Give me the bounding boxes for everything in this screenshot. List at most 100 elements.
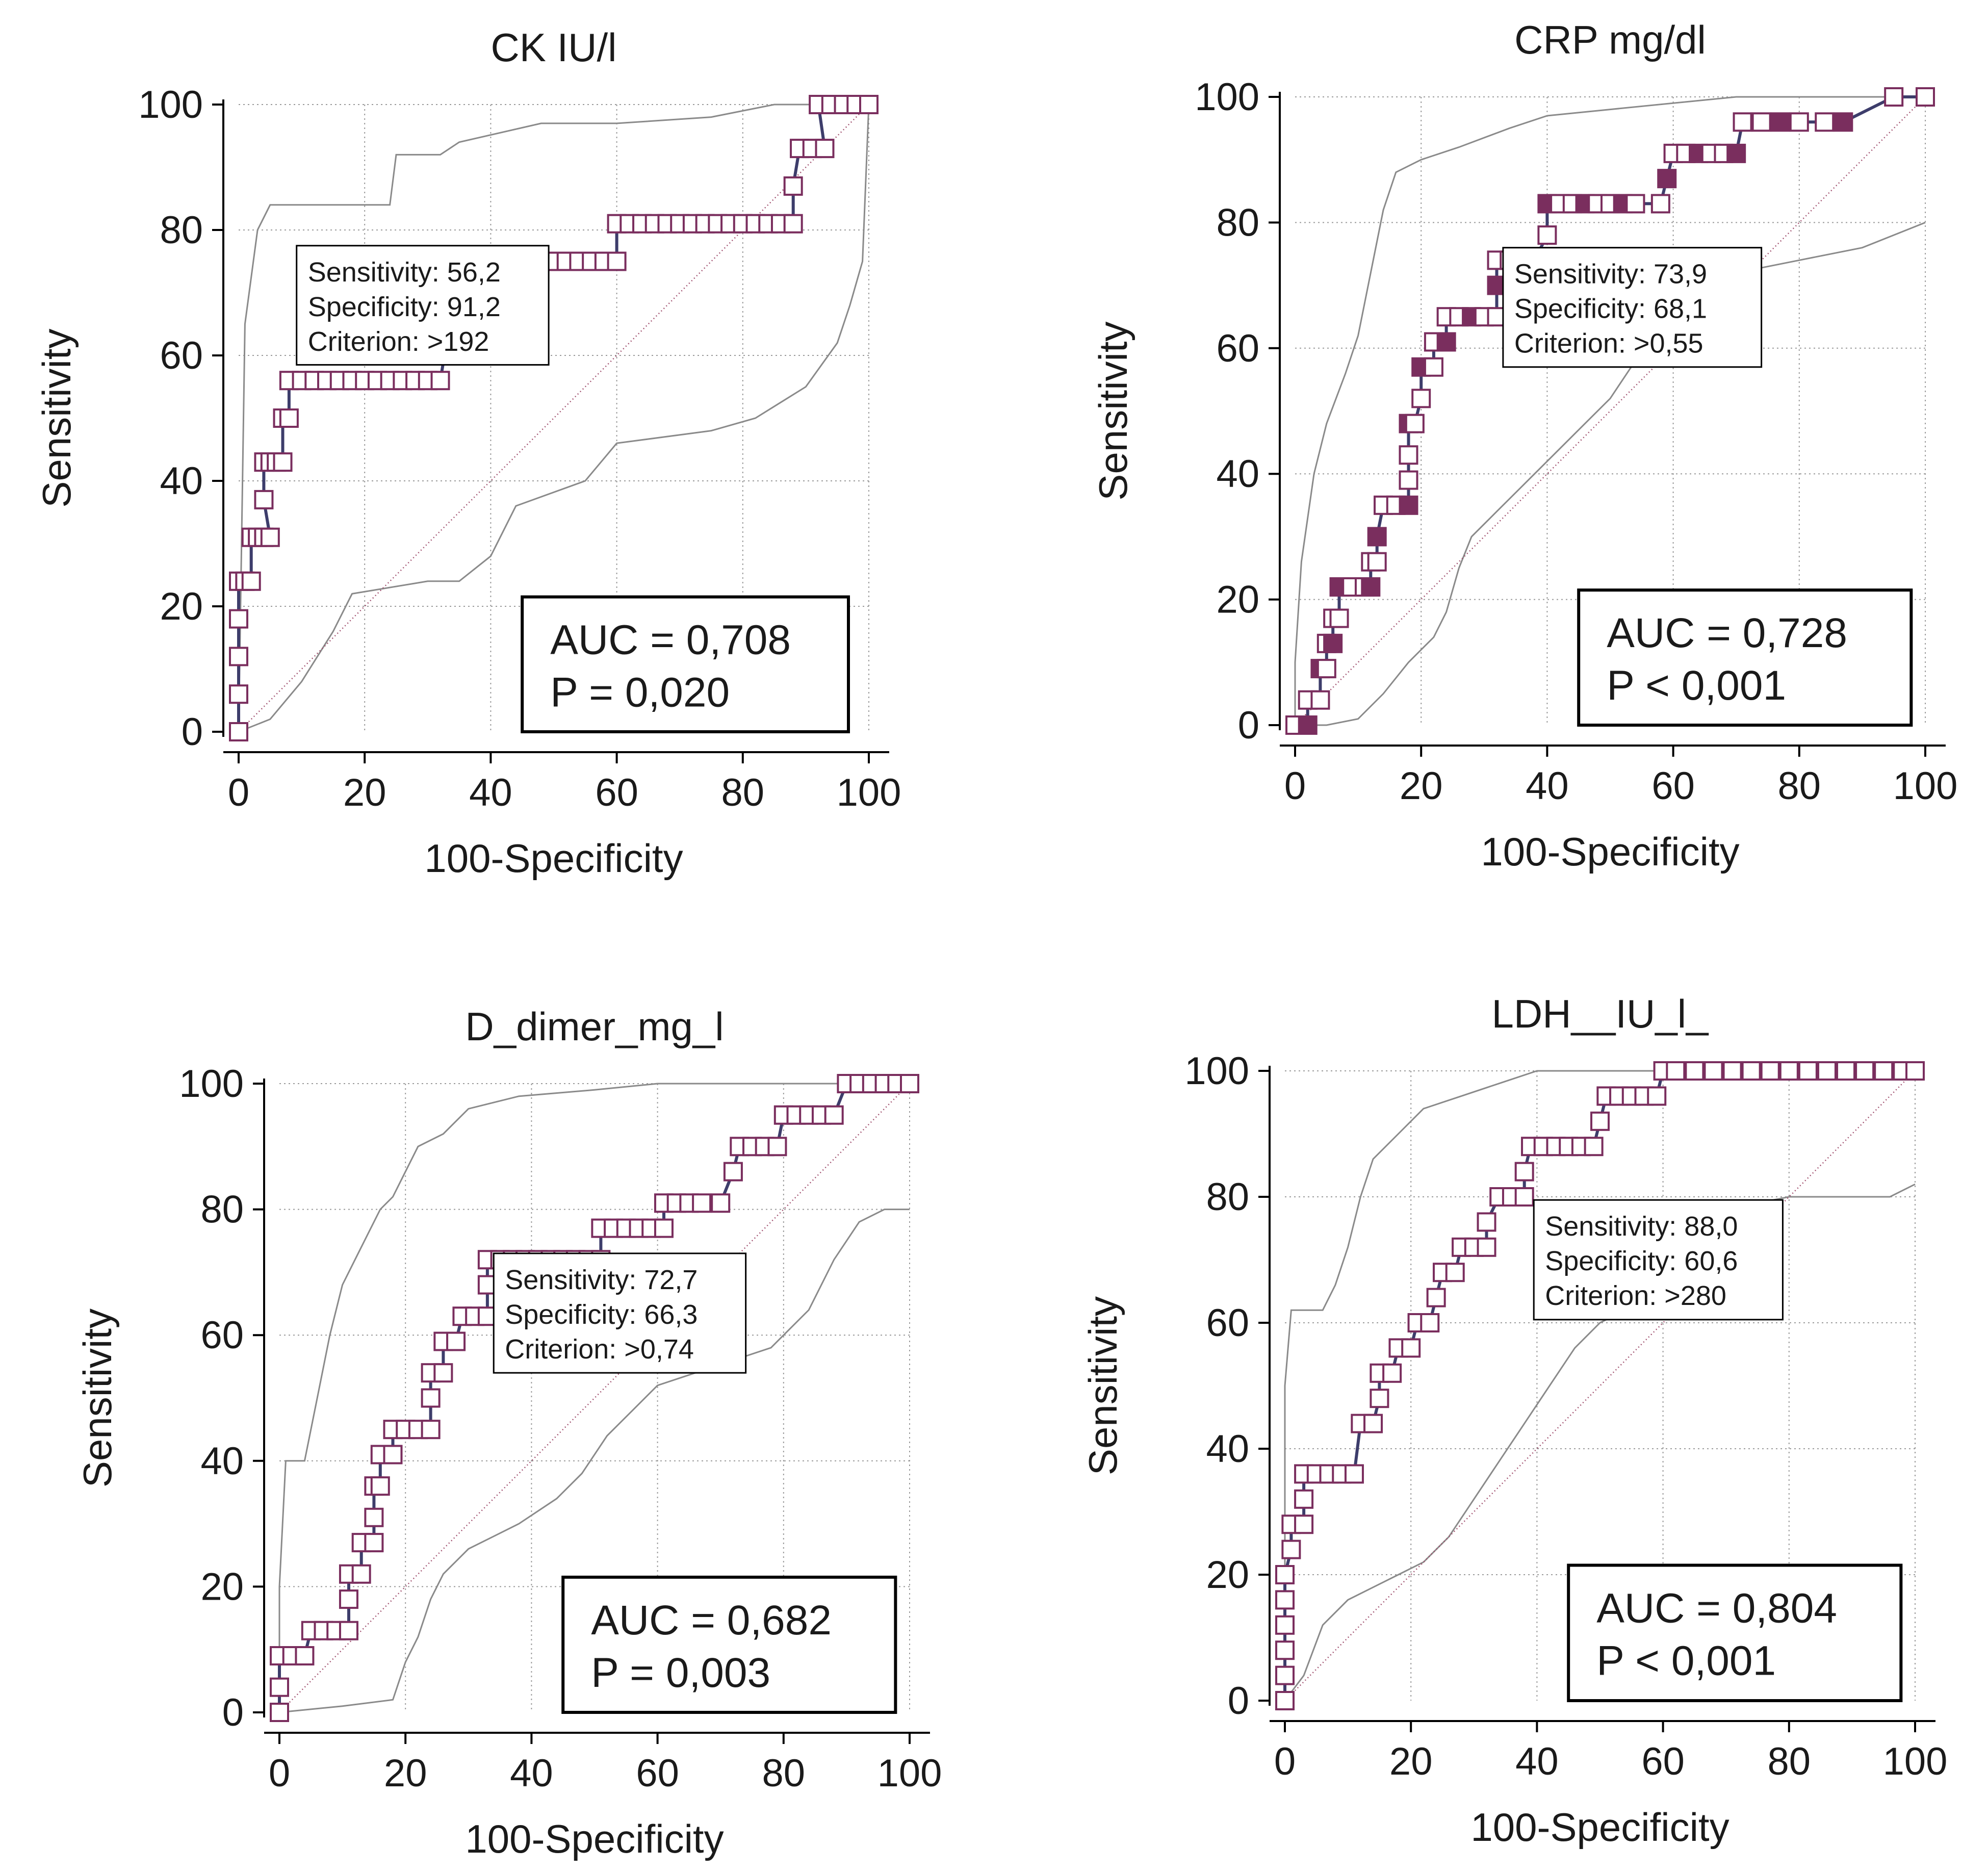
roc-point-marker <box>1916 87 1935 107</box>
roc-point-marker <box>351 1564 371 1584</box>
roc-point-marker <box>260 527 280 547</box>
roc-markers <box>1285 87 1935 735</box>
roc-point-marker <box>1741 1061 1761 1081</box>
roc-point-marker <box>1789 112 1809 132</box>
p-value: P < 0,001 <box>1607 662 1786 709</box>
x-axis-label: 100-Specificity <box>424 836 683 881</box>
roc-point-marker <box>370 1476 390 1496</box>
roc-point-marker <box>229 609 248 629</box>
roc-point-marker <box>295 1646 315 1666</box>
roc-point-marker <box>1815 112 1835 132</box>
stats-box-frame <box>561 1575 897 1714</box>
y-tick-label: 60 <box>1206 1301 1249 1345</box>
roc-point-marker <box>229 722 248 741</box>
roc-point-marker <box>900 1074 919 1093</box>
roc-point-marker <box>1426 1288 1446 1307</box>
info-box-frame <box>296 245 550 366</box>
roc-point-marker <box>1367 527 1387 547</box>
roc-point-marker <box>1399 445 1418 465</box>
roc-point-marker <box>1399 495 1418 515</box>
roc-point-marker <box>433 1363 453 1383</box>
reference-diagonal-line <box>1284 1070 1916 1701</box>
roc-point-marker <box>1874 1061 1894 1081</box>
x-tick-label: 0 <box>228 771 249 814</box>
auc-value: AUC = 0,708 <box>550 617 791 663</box>
roc-point-marker <box>1647 1086 1667 1106</box>
chart-title: LDH__IU_l_ <box>1492 991 1710 1036</box>
info-box-frame <box>1502 247 1763 368</box>
info-box-frame <box>493 1252 747 1374</box>
roc-point-marker <box>1703 1061 1723 1081</box>
confidence-band-line <box>1294 96 1925 725</box>
y-axis-label: Sensitivity <box>34 328 79 507</box>
roc-point-marker <box>1726 143 1746 163</box>
roc-point-marker <box>790 139 810 159</box>
confidence-band-line <box>238 104 869 732</box>
x-tick-label: 80 <box>762 1752 806 1795</box>
roc-point-marker <box>1836 1061 1856 1081</box>
x-tick-label: 60 <box>636 1752 679 1795</box>
y-tick-label: 100 <box>179 1062 244 1106</box>
y-axis-label: Sensitivity <box>1091 321 1135 500</box>
criterion-info-box: Sensitivity: 73,9 Specificity: 68,1 Criter… <box>1502 247 1763 368</box>
auc-value: AUC = 0,728 <box>1607 610 1847 656</box>
roc-point-marker <box>421 1388 441 1408</box>
chart-title: CK IU/l <box>490 25 616 70</box>
roc-point-marker <box>607 251 627 271</box>
roc-point-marker <box>1770 112 1790 132</box>
roc-point-marker <box>1666 1061 1686 1081</box>
y-tick-label: 0 <box>1228 1679 1249 1723</box>
x-tick-label: 20 <box>1389 1740 1433 1783</box>
roc-point-marker <box>273 452 293 472</box>
x-tick-label: 0 <box>1284 764 1306 808</box>
y-tick-label: 40 <box>1216 452 1259 496</box>
roc-point-marker <box>1401 1338 1421 1358</box>
axes: 00 20 20 40 40 60 60 80 80 100 100 100-Specificity S… <box>1091 75 1957 874</box>
roc-point-marker <box>711 1193 731 1213</box>
roc-point-marker <box>1584 1137 1604 1157</box>
roc-point-marker <box>270 1703 289 1722</box>
x-tick-label: 40 <box>1515 1740 1559 1783</box>
info-box-frame <box>1533 1199 1784 1321</box>
grid-lines <box>239 104 869 732</box>
y-axis-label: Sensitivity <box>75 1308 120 1487</box>
roc-point-marker <box>229 647 248 666</box>
roc-point-marker <box>1310 690 1330 710</box>
y-tick-label: 80 <box>1206 1175 1249 1219</box>
roc-point-marker <box>1344 1464 1364 1484</box>
x-tick-label: 60 <box>595 771 638 814</box>
roc-point-marker <box>1884 87 1904 107</box>
roc-point-marker <box>1275 1565 1295 1584</box>
roc-point-marker <box>1275 1665 1295 1685</box>
roc-point-marker <box>1275 1590 1295 1610</box>
roc-point-marker <box>1298 715 1318 735</box>
roc-point-marker <box>1760 1061 1780 1081</box>
roc-point-marker <box>1657 169 1677 189</box>
x-axis-label: 100-Specificity <box>465 1816 724 1861</box>
axes: 00 20 20 40 40 60 60 80 80 100 100 100-Specificity S… <box>34 83 901 881</box>
roc-chart-ldh: LDH__IU_l_ 00 20 20 40 40 60 60 80 80 100 100 100-Sp… <box>1080 991 1947 1850</box>
roc-point-marker <box>654 1218 674 1238</box>
p-value: P = 0,020 <box>550 670 730 716</box>
auc-value: AUC = 0,682 <box>591 1597 832 1644</box>
x-tick-label: 40 <box>469 771 512 814</box>
auc-value: AUC = 0,804 <box>1596 1585 1837 1631</box>
x-tick-label: 80 <box>1778 764 1821 808</box>
chart-title: D_dimer_mg_l <box>465 1004 724 1049</box>
y-tick-label: 0 <box>182 710 203 754</box>
y-tick-label: 20 <box>200 1565 244 1608</box>
roc-point-marker <box>815 139 835 159</box>
x-tick-label: 20 <box>384 1752 427 1795</box>
roc-point-marker <box>783 214 803 234</box>
roc-point-marker <box>1817 1061 1837 1081</box>
roc-point-marker <box>1625 194 1645 214</box>
roc-point-marker <box>1399 470 1418 490</box>
roc-point-marker <box>1685 1061 1705 1081</box>
x-tick-label: 20 <box>343 771 386 814</box>
roc-point-marker <box>383 1445 403 1465</box>
roc-point-marker <box>339 1589 358 1609</box>
confidence-band-line <box>279 1209 910 1713</box>
x-tick-label: 80 <box>1768 1740 1811 1783</box>
info-box-specificity: Specificity: 91,2 <box>308 292 501 322</box>
roc-point-marker <box>1590 1111 1610 1131</box>
